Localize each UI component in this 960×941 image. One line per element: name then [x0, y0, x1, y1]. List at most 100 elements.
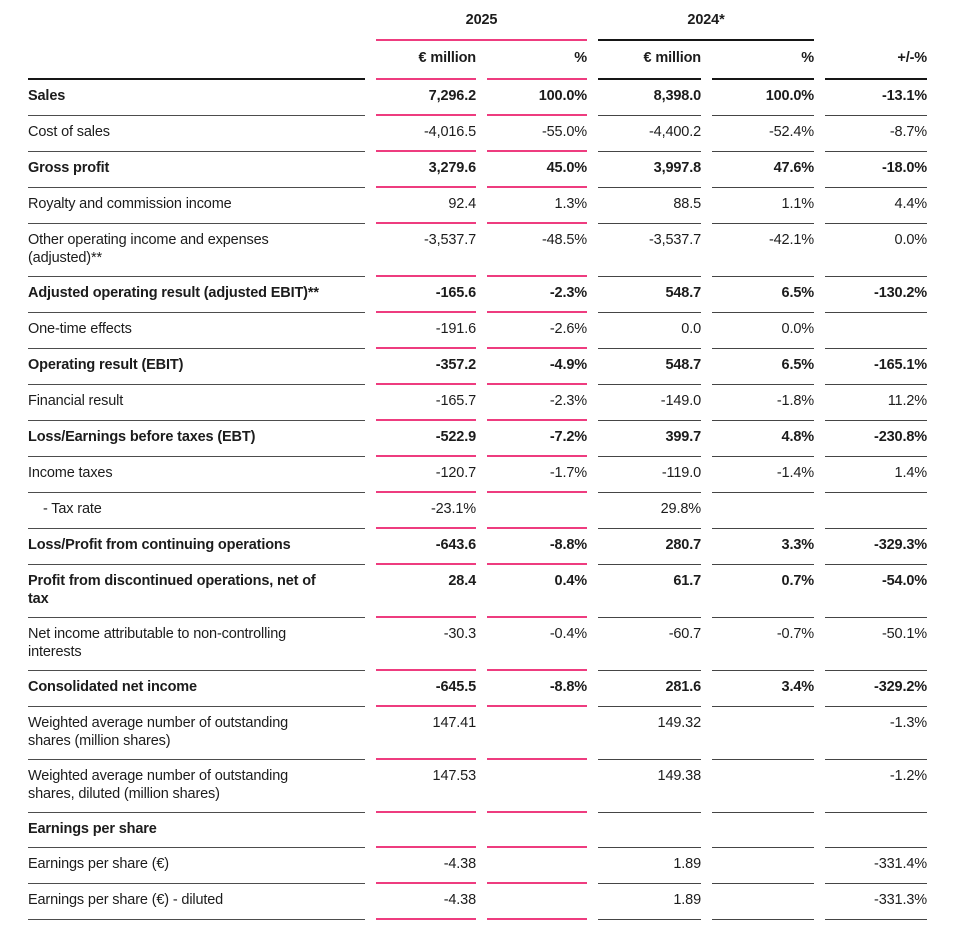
cell-2025-percent — [487, 707, 587, 760]
cell-2024-percent: 6.5% — [712, 277, 814, 313]
cell-change-percent — [825, 313, 927, 349]
cell-2025-eur-million: 147.53 — [376, 760, 476, 813]
cell-2025-eur-million: 7,296.2 — [376, 80, 476, 116]
row-label: Earnings per share — [28, 813, 365, 848]
cell-2024-eur-million — [598, 813, 701, 848]
change-column-spacer — [825, 7, 927, 41]
cell-2024-percent: 0.0% — [712, 313, 814, 349]
cell-2024-percent: 4.8% — [712, 421, 814, 457]
header-2024-percent: % — [712, 41, 814, 80]
cell-2024-eur-million: 61.7 — [598, 565, 701, 618]
table-row: Weighted average number of outstanding s… — [28, 760, 927, 813]
table-row: Operating result (EBIT) -357.2 -4.9% 548.7 6… — [28, 349, 927, 385]
cell-2024-eur-million: 3,997.8 — [598, 152, 701, 188]
cell-change-percent: 0.0% — [825, 224, 927, 277]
cell-2025-percent: -7.2% — [487, 421, 587, 457]
header-change-percent: +/-% — [825, 41, 927, 80]
row-label: Income taxes — [28, 457, 365, 493]
cell-2025-eur-million: 3,279.6 — [376, 152, 476, 188]
cell-change-percent: 1.4% — [825, 457, 927, 493]
table-row: Earnings per share (€) - diluted -4.38 1.8… — [28, 884, 927, 920]
table-row: Loss/Earnings before taxes (EBT) -522.9 -7… — [28, 421, 927, 457]
row-label: Cost of sales — [28, 116, 365, 152]
table-row: Other operating income and expenses (adj… — [28, 224, 927, 277]
cell-2025-percent — [487, 493, 587, 529]
cell-2024-percent: 0.7% — [712, 565, 814, 618]
cell-2024-percent — [712, 848, 814, 884]
cell-change-percent: -18.0% — [825, 152, 927, 188]
cell-change-percent — [825, 813, 927, 848]
row-label: Weighted average number of outstanding s… — [28, 760, 365, 813]
cell-change-percent: -329.2% — [825, 671, 927, 707]
cell-2024-eur-million: 281.6 — [598, 671, 701, 707]
cell-change-percent: -130.2% — [825, 277, 927, 313]
cell-2025-percent — [487, 848, 587, 884]
cell-change-percent: -329.3% — [825, 529, 927, 565]
cell-2024-eur-million: 1.89 — [598, 848, 701, 884]
income-statement-table: 2025 2024* € million % € million % +/-% … — [17, 7, 938, 920]
cell-change-percent: -165.1% — [825, 349, 927, 385]
cell-change-percent: -230.8% — [825, 421, 927, 457]
cell-2025-eur-million: -643.6 — [376, 529, 476, 565]
cell-2024-percent: -1.4% — [712, 457, 814, 493]
cell-2025-eur-million: -23.1% — [376, 493, 476, 529]
cell-2024-percent: -42.1% — [712, 224, 814, 277]
year-header-row: 2025 2024* — [28, 7, 927, 41]
cell-2025-eur-million — [376, 813, 476, 848]
cell-change-percent: 11.2% — [825, 385, 927, 421]
table-row: Loss/Profit from continuing operations -6… — [28, 529, 927, 565]
table-row: Earnings per share (€) -4.38 1.89 -331.4% — [28, 848, 927, 884]
row-label: Net income attributable to non-controlli… — [28, 618, 365, 671]
cell-2025-percent: -1.7% — [487, 457, 587, 493]
cell-2024-eur-million: -149.0 — [598, 385, 701, 421]
column-header-row: € million % € million % +/-% — [28, 41, 927, 80]
cell-2025-eur-million: -4.38 — [376, 848, 476, 884]
cell-2024-eur-million: 8,398.0 — [598, 80, 701, 116]
cell-2024-eur-million: 280.7 — [598, 529, 701, 565]
cell-2024-eur-million: 88.5 — [598, 188, 701, 224]
table-row: Consolidated net income -645.5 -8.8% 281.6 3… — [28, 671, 927, 707]
row-label: Loss/Earnings before taxes (EBT) — [28, 421, 365, 457]
row-label: Consolidated net income — [28, 671, 365, 707]
cell-2025-percent: -2.3% — [487, 277, 587, 313]
cell-2025-eur-million: -3,537.7 — [376, 224, 476, 277]
cell-2025-eur-million: 28.4 — [376, 565, 476, 618]
cell-2025-percent: -48.5% — [487, 224, 587, 277]
cell-2025-percent: -0.4% — [487, 618, 587, 671]
cell-2024-percent — [712, 760, 814, 813]
cell-2025-percent — [487, 760, 587, 813]
table-row: Net income attributable to non-controlli… — [28, 618, 927, 671]
cell-change-percent — [825, 493, 927, 529]
cell-2024-percent: -52.4% — [712, 116, 814, 152]
cell-2025-eur-million: -4,016.5 — [376, 116, 476, 152]
cell-2024-eur-million: 149.32 — [598, 707, 701, 760]
table-row: One-time effects -191.6 -2.6% 0.0 0.0% — [28, 313, 927, 349]
table-row: Royalty and commission income 92.4 1.3% 88.… — [28, 188, 927, 224]
cell-change-percent: -1.2% — [825, 760, 927, 813]
cell-2025-percent — [487, 813, 587, 848]
cell-2024-percent — [712, 884, 814, 920]
row-label-header — [28, 41, 365, 80]
cell-2024-percent: 100.0% — [712, 80, 814, 116]
cell-2025-eur-million: -645.5 — [376, 671, 476, 707]
cell-change-percent: -50.1% — [825, 618, 927, 671]
row-label: Other operating income and expenses (adj… — [28, 224, 365, 277]
cell-2024-eur-million: -60.7 — [598, 618, 701, 671]
cell-2024-eur-million: 1.89 — [598, 884, 701, 920]
cell-change-percent: -1.3% — [825, 707, 927, 760]
table-row: Sales 7,296.2 100.0% 8,398.0 100.0% -13.1% — [28, 80, 927, 116]
row-label: Earnings per share (€) - diluted — [28, 884, 365, 920]
cell-2025-eur-million: 147.41 — [376, 707, 476, 760]
row-label: Weighted average number of outstanding s… — [28, 707, 365, 760]
cell-2025-eur-million: -4.38 — [376, 884, 476, 920]
cell-2024-percent: -1.8% — [712, 385, 814, 421]
row-label: Profit from discontinued operations, net… — [28, 565, 365, 618]
row-label: Operating result (EBIT) — [28, 349, 365, 385]
cell-2025-percent: 1.3% — [487, 188, 587, 224]
table-row: Adjusted operating result (adjusted EBIT… — [28, 277, 927, 313]
row-label: - Tax rate — [28, 493, 365, 529]
table-row: - Tax rate -23.1% 29.8% — [28, 493, 927, 529]
cell-2025-percent: 45.0% — [487, 152, 587, 188]
row-label: Royalty and commission income — [28, 188, 365, 224]
cell-2025-percent: -2.6% — [487, 313, 587, 349]
